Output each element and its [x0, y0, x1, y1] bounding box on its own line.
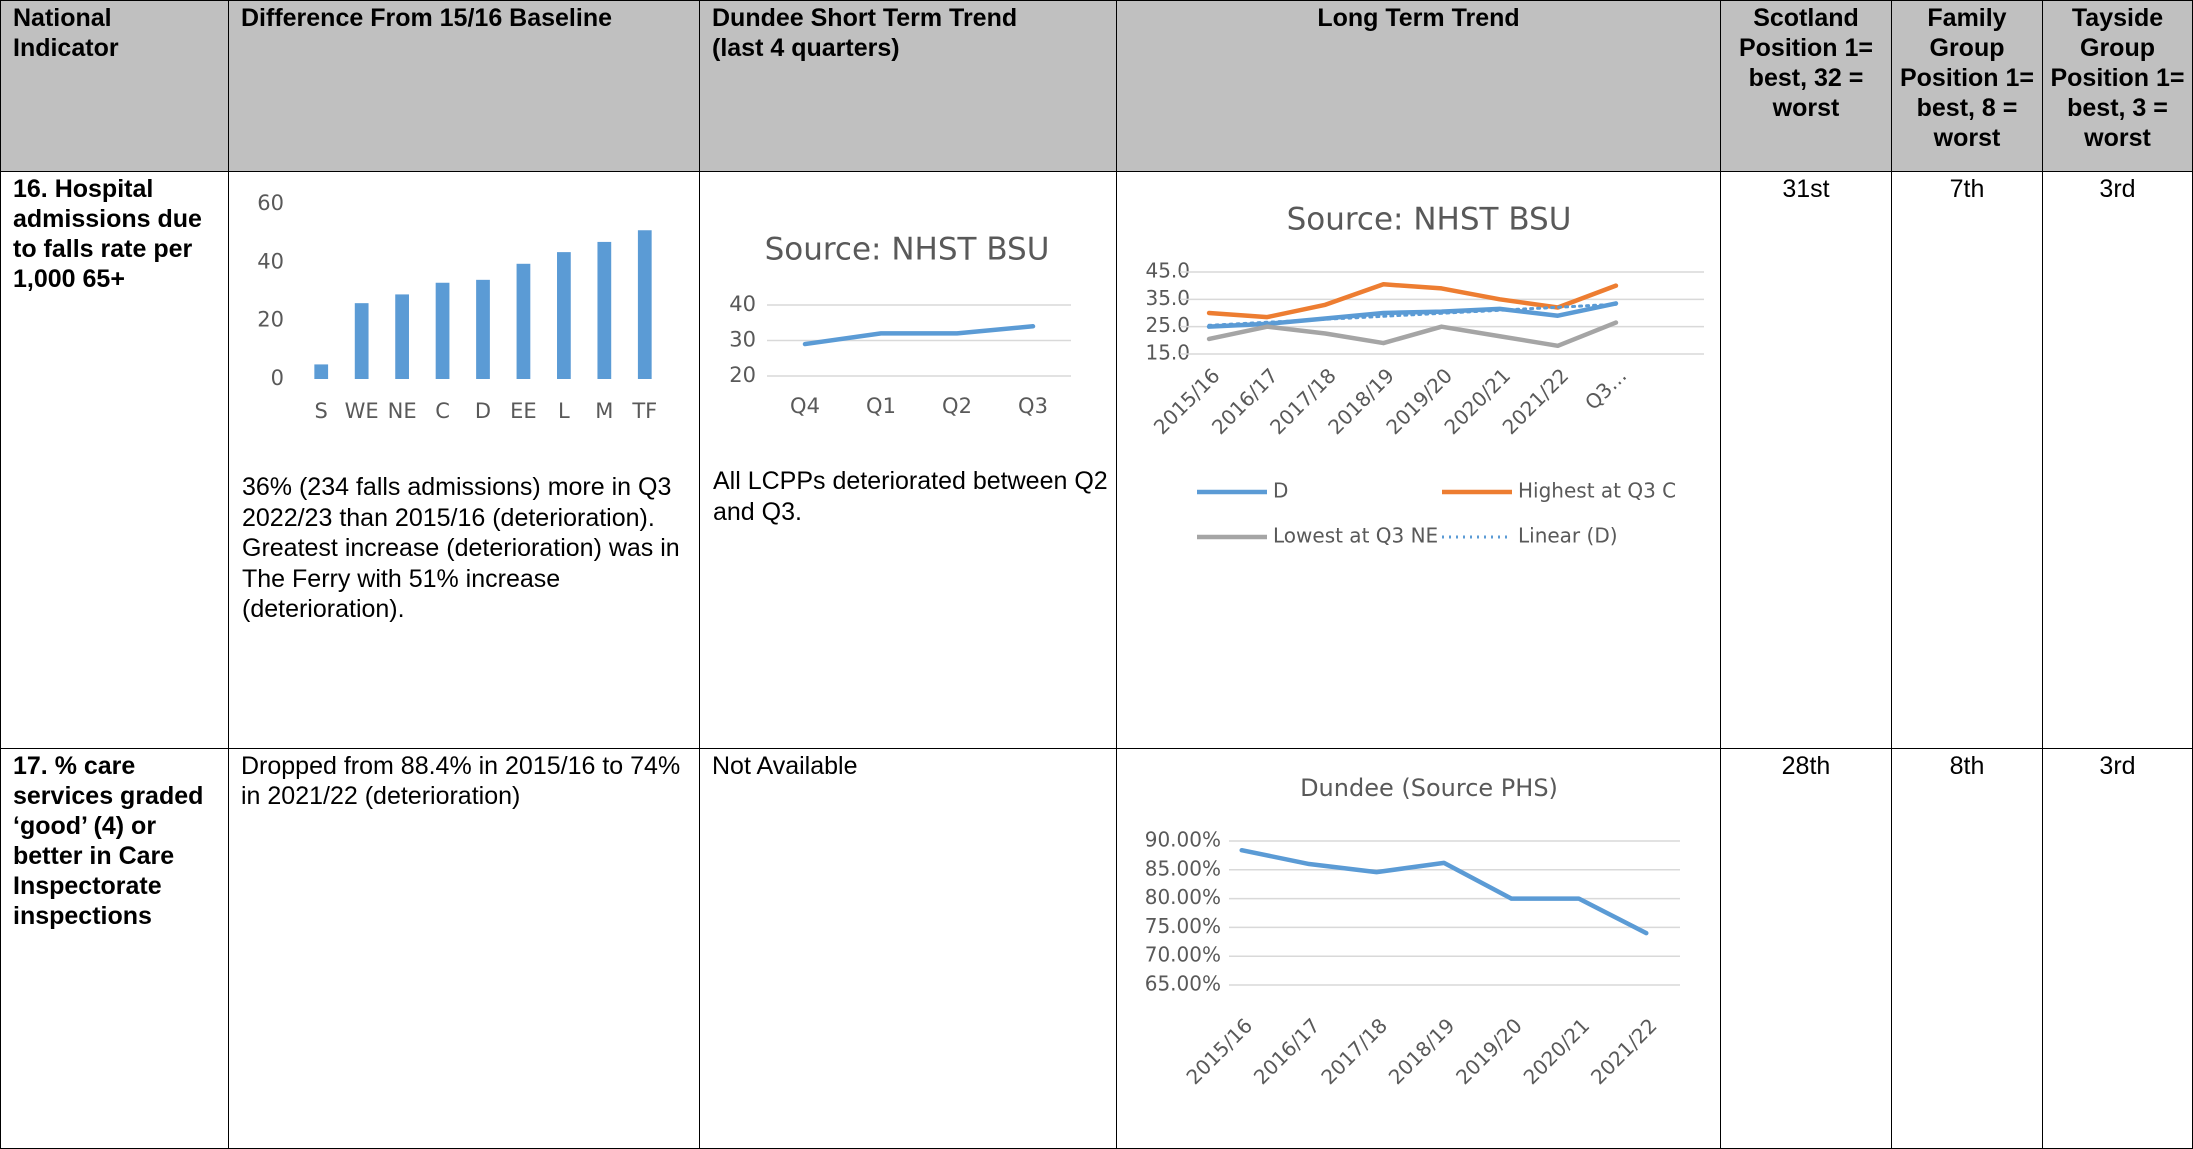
x-tick-label: 2015/16 — [1181, 1013, 1257, 1089]
header-cell: Tayside Group Position 1= best, 3 = wors… — [2042, 0, 2193, 172]
tayside-cell: 3rd — [2042, 748, 2193, 1149]
bar — [516, 263, 531, 379]
header-cell: National Indicator — [0, 0, 229, 172]
chart: Dundee (Source PHS) 65.00% 70.00% 75.00% 80.… — [1145, 774, 1680, 1089]
bar — [395, 294, 409, 379]
bar — [354, 303, 369, 379]
y-tick-label: 85.00% — [1145, 856, 1221, 880]
short-term-text: All LCPPs deteriorated between Q2 and Q3… — [713, 467, 1108, 526]
series-line — [1239, 847, 1649, 936]
chart-title: Source: NHST BSU — [1287, 202, 1572, 238]
header-cell: Difference From 15/16 Baseline — [228, 0, 700, 172]
x-tick-label: EE — [510, 399, 537, 423]
x-tick-label: Q3 — [1018, 394, 1048, 418]
short-term-cell: Not Available — [699, 748, 1117, 1149]
chart: Source: NHST BSU 20 30 40 Q4 Q1 Q2 Q3 — [729, 232, 1071, 418]
y-tick-label: 40 — [729, 292, 756, 316]
y-tick-label: 25.0 — [1145, 313, 1190, 337]
x-tick-label: 2021/22 — [1586, 1013, 1662, 1089]
y-tick-label: 75.00% — [1145, 914, 1221, 938]
y-tick-label: 60 — [257, 191, 284, 215]
scotland-cell: 28th — [1720, 748, 1892, 1149]
x-tick-label: 2017/18 — [1316, 1013, 1392, 1089]
baseline-text: 36% (234 falls admissions) more in Q3 20… — [242, 473, 680, 623]
bar — [557, 252, 571, 379]
x-tick-label: L — [558, 399, 570, 423]
chart: Source: NHST BSU15.025.035.045.02015/162… — [1145, 202, 1704, 548]
legend-label: Highest at Q3 C — [1518, 479, 1676, 503]
family-cell: 8th — [1891, 748, 2043, 1149]
x-tick-label: C — [435, 399, 450, 423]
x-tick-label: 2018/19 — [1384, 1013, 1460, 1089]
series-line — [1207, 302, 1618, 327]
y-tick-label: 45.0 — [1145, 259, 1190, 283]
legend-label: D — [1273, 479, 1288, 503]
x-tick-label: 2019/20 — [1451, 1013, 1527, 1089]
x-tick-label: M — [595, 399, 613, 423]
header-cell: Dundee Short Term Trend (last 4 quarters… — [699, 0, 1117, 172]
indicator-cell: 17. % care services graded ‘good’ (4) or… — [0, 748, 229, 1149]
x-tick-label: D — [475, 399, 491, 423]
bar — [314, 364, 329, 379]
x-tick-label: TF — [631, 399, 657, 423]
chart: 0 20 40 60 S WE NE C D EE L M TF — [257, 191, 657, 423]
header-cell: Scotland Position 1= best, 32 = worst — [1720, 0, 1892, 172]
x-tick-label: NE — [388, 399, 417, 423]
y-tick-label: 35.0 — [1145, 286, 1190, 310]
series-line — [1206, 282, 1619, 320]
legend-label: Linear (D) — [1518, 524, 1618, 548]
x-tick-label: 2016/17 — [1249, 1013, 1325, 1089]
y-tick-label: 20 — [729, 363, 756, 387]
x-tick-label: Q4 — [790, 394, 820, 418]
chart-title: Source: NHST BSU — [765, 232, 1050, 268]
y-tick-label: 15.0 — [1145, 341, 1190, 365]
y-tick-label: 0 — [271, 366, 284, 390]
bar — [637, 230, 652, 379]
header-cell: Long Term Trend — [1116, 0, 1721, 172]
x-tick-label: Q3… — [1580, 363, 1631, 414]
x-tick-label: WE — [345, 399, 379, 423]
header-cell: Family Group Position 1= best, 8 = worst — [1891, 0, 2043, 172]
series-line — [1206, 320, 1619, 349]
y-tick-label: 40 — [257, 249, 284, 273]
bar — [435, 282, 450, 379]
y-tick-label: 20 — [257, 308, 284, 332]
series-line — [1206, 301, 1619, 329]
scotland-cell: 31st — [1720, 171, 1892, 749]
y-tick-label: 90.00% — [1145, 828, 1221, 852]
x-tick-label: Q2 — [942, 394, 972, 418]
family-cell: 7th — [1891, 171, 2043, 749]
x-tick-label: Q1 — [866, 394, 896, 418]
bar — [597, 241, 612, 379]
y-tick-label: 65.00% — [1145, 972, 1221, 996]
tayside-cell: 3rd — [2042, 171, 2193, 749]
x-tick-label: 2020/21 — [1519, 1013, 1595, 1089]
x-tick-label: S — [315, 399, 328, 423]
chart-title: Dundee (Source PHS) — [1300, 774, 1558, 802]
legend-label: Lowest at Q3 NE — [1273, 524, 1438, 548]
bar — [476, 279, 490, 379]
series-line — [802, 324, 1036, 347]
indicator-cell: 16. Hospital admissions due to falls rat… — [0, 171, 229, 749]
y-tick-label: 80.00% — [1145, 885, 1221, 909]
y-tick-label: 30 — [729, 328, 756, 352]
y-tick-label: 70.00% — [1145, 943, 1221, 967]
baseline-cell: Dropped from 88.4% in 2015/16 to 74% in … — [228, 748, 700, 1149]
